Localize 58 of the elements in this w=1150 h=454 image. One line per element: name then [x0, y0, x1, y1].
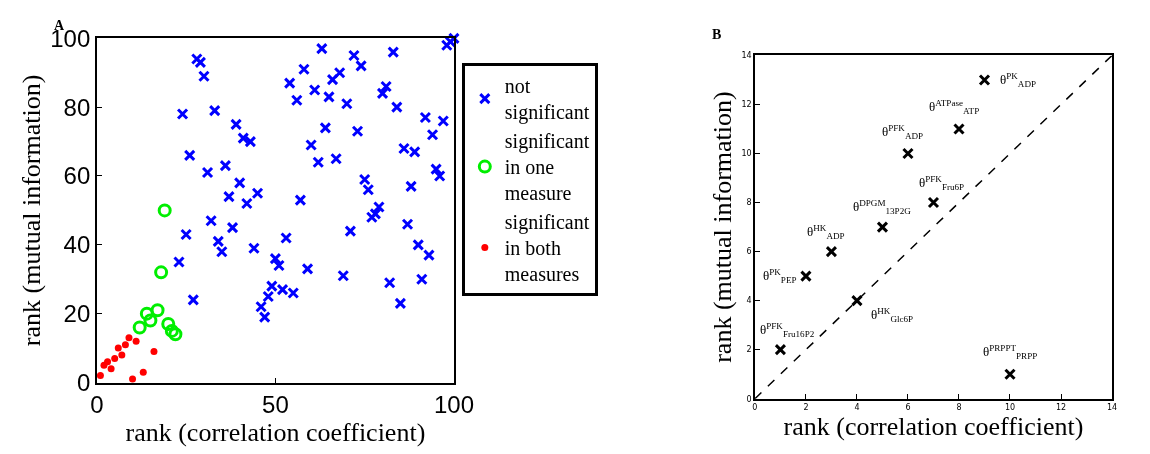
- point: [139, 306, 154, 321]
- x-tick-label: 14: [1106, 403, 1118, 413]
- point: [168, 327, 183, 342]
- y-tick-label: 60: [63, 162, 91, 190]
- point: [96, 372, 104, 380]
- y-tick-label: 6: [746, 247, 752, 257]
- y-tick-label: 8: [746, 198, 752, 208]
- point: [121, 341, 129, 349]
- point: [157, 203, 172, 218]
- point: [125, 334, 133, 342]
- y-axis-title: rank (mutual information): [17, 74, 47, 347]
- y-tick-label: 4: [746, 296, 752, 306]
- point: [107, 365, 115, 373]
- point: [143, 313, 158, 328]
- x-tick-label: 12: [1055, 403, 1067, 413]
- point: [139, 368, 147, 376]
- point: [104, 358, 112, 366]
- chart-title: B: [712, 27, 722, 42]
- x-tick-label: 10: [1004, 403, 1016, 413]
- y-tick-label: 12: [741, 100, 752, 110]
- y-tick-label: 40: [63, 231, 91, 259]
- point: [161, 316, 176, 331]
- y-tick-label: 80: [63, 93, 91, 121]
- legend-label: significant in both measures: [504, 211, 590, 286]
- y-tick-label: 20: [63, 300, 91, 328]
- x-tick-label: 6: [905, 403, 911, 413]
- x-axis-title: rank (correlation coefficient): [783, 412, 1084, 442]
- point: [114, 344, 122, 352]
- point: [901, 147, 914, 160]
- point: [164, 323, 179, 338]
- y-tick-label: 14: [741, 51, 752, 61]
- point: [927, 196, 940, 209]
- point: [952, 122, 965, 135]
- point: [150, 348, 158, 356]
- point: [132, 320, 147, 335]
- y-tick-label: 10: [741, 149, 752, 159]
- point: [825, 245, 838, 258]
- point: [978, 73, 991, 86]
- point: [1004, 368, 1016, 381]
- x-tick-label: 8: [956, 403, 962, 413]
- x-axis-title: rank (correlation coefficient): [125, 418, 426, 448]
- y-axis-title: rank (mutual information): [708, 91, 738, 363]
- x-tick-label: 100: [433, 391, 474, 419]
- point: [118, 351, 126, 359]
- x-tick-label: 2: [803, 403, 809, 413]
- point: [850, 294, 863, 307]
- point: [129, 375, 137, 383]
- point: [111, 354, 119, 362]
- point: [876, 221, 889, 234]
- point: [799, 270, 812, 283]
- x-tick-label: 4: [854, 403, 860, 413]
- y-tick-label: 0: [76, 368, 91, 396]
- point: [132, 337, 140, 345]
- point: [154, 265, 169, 280]
- x-tick-label: 50: [262, 391, 289, 419]
- point: [774, 343, 787, 356]
- y-tick-label: 2: [746, 345, 752, 355]
- point: [150, 303, 165, 318]
